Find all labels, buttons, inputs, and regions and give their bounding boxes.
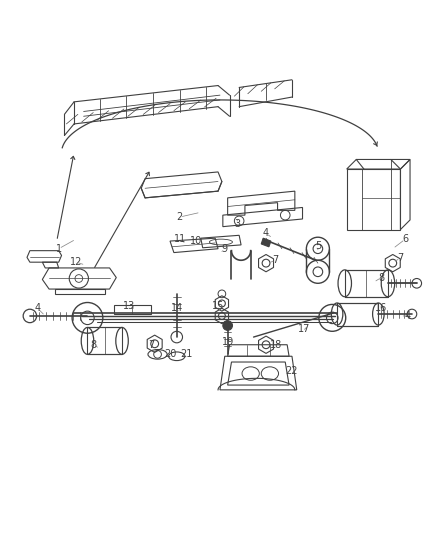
Text: 19: 19 (222, 337, 234, 347)
Text: 9: 9 (222, 244, 228, 254)
Polygon shape (261, 238, 271, 247)
Text: 11: 11 (173, 234, 186, 244)
Text: 22: 22 (286, 366, 298, 376)
Text: 8: 8 (90, 340, 96, 350)
Text: 7: 7 (148, 340, 154, 350)
Text: 3: 3 (234, 219, 240, 229)
Text: 14: 14 (171, 303, 183, 313)
Text: 4: 4 (263, 228, 269, 238)
Text: 21: 21 (180, 349, 193, 359)
Text: 12: 12 (70, 257, 82, 267)
Text: 8: 8 (378, 272, 384, 282)
Text: 18: 18 (269, 340, 282, 350)
Text: 5: 5 (315, 241, 321, 251)
Text: 16: 16 (375, 303, 387, 313)
Text: 7: 7 (397, 253, 403, 263)
Circle shape (223, 321, 233, 330)
Text: 1: 1 (56, 244, 62, 254)
Text: 17: 17 (298, 325, 311, 334)
Text: 6: 6 (402, 234, 408, 244)
Text: 10: 10 (190, 236, 202, 246)
Text: 7: 7 (272, 255, 279, 265)
Text: 15: 15 (212, 301, 224, 311)
Text: 20: 20 (164, 349, 176, 359)
Text: 4: 4 (35, 303, 41, 313)
Text: 4: 4 (404, 311, 410, 321)
Text: 13: 13 (123, 301, 135, 311)
Text: 2: 2 (177, 212, 183, 222)
